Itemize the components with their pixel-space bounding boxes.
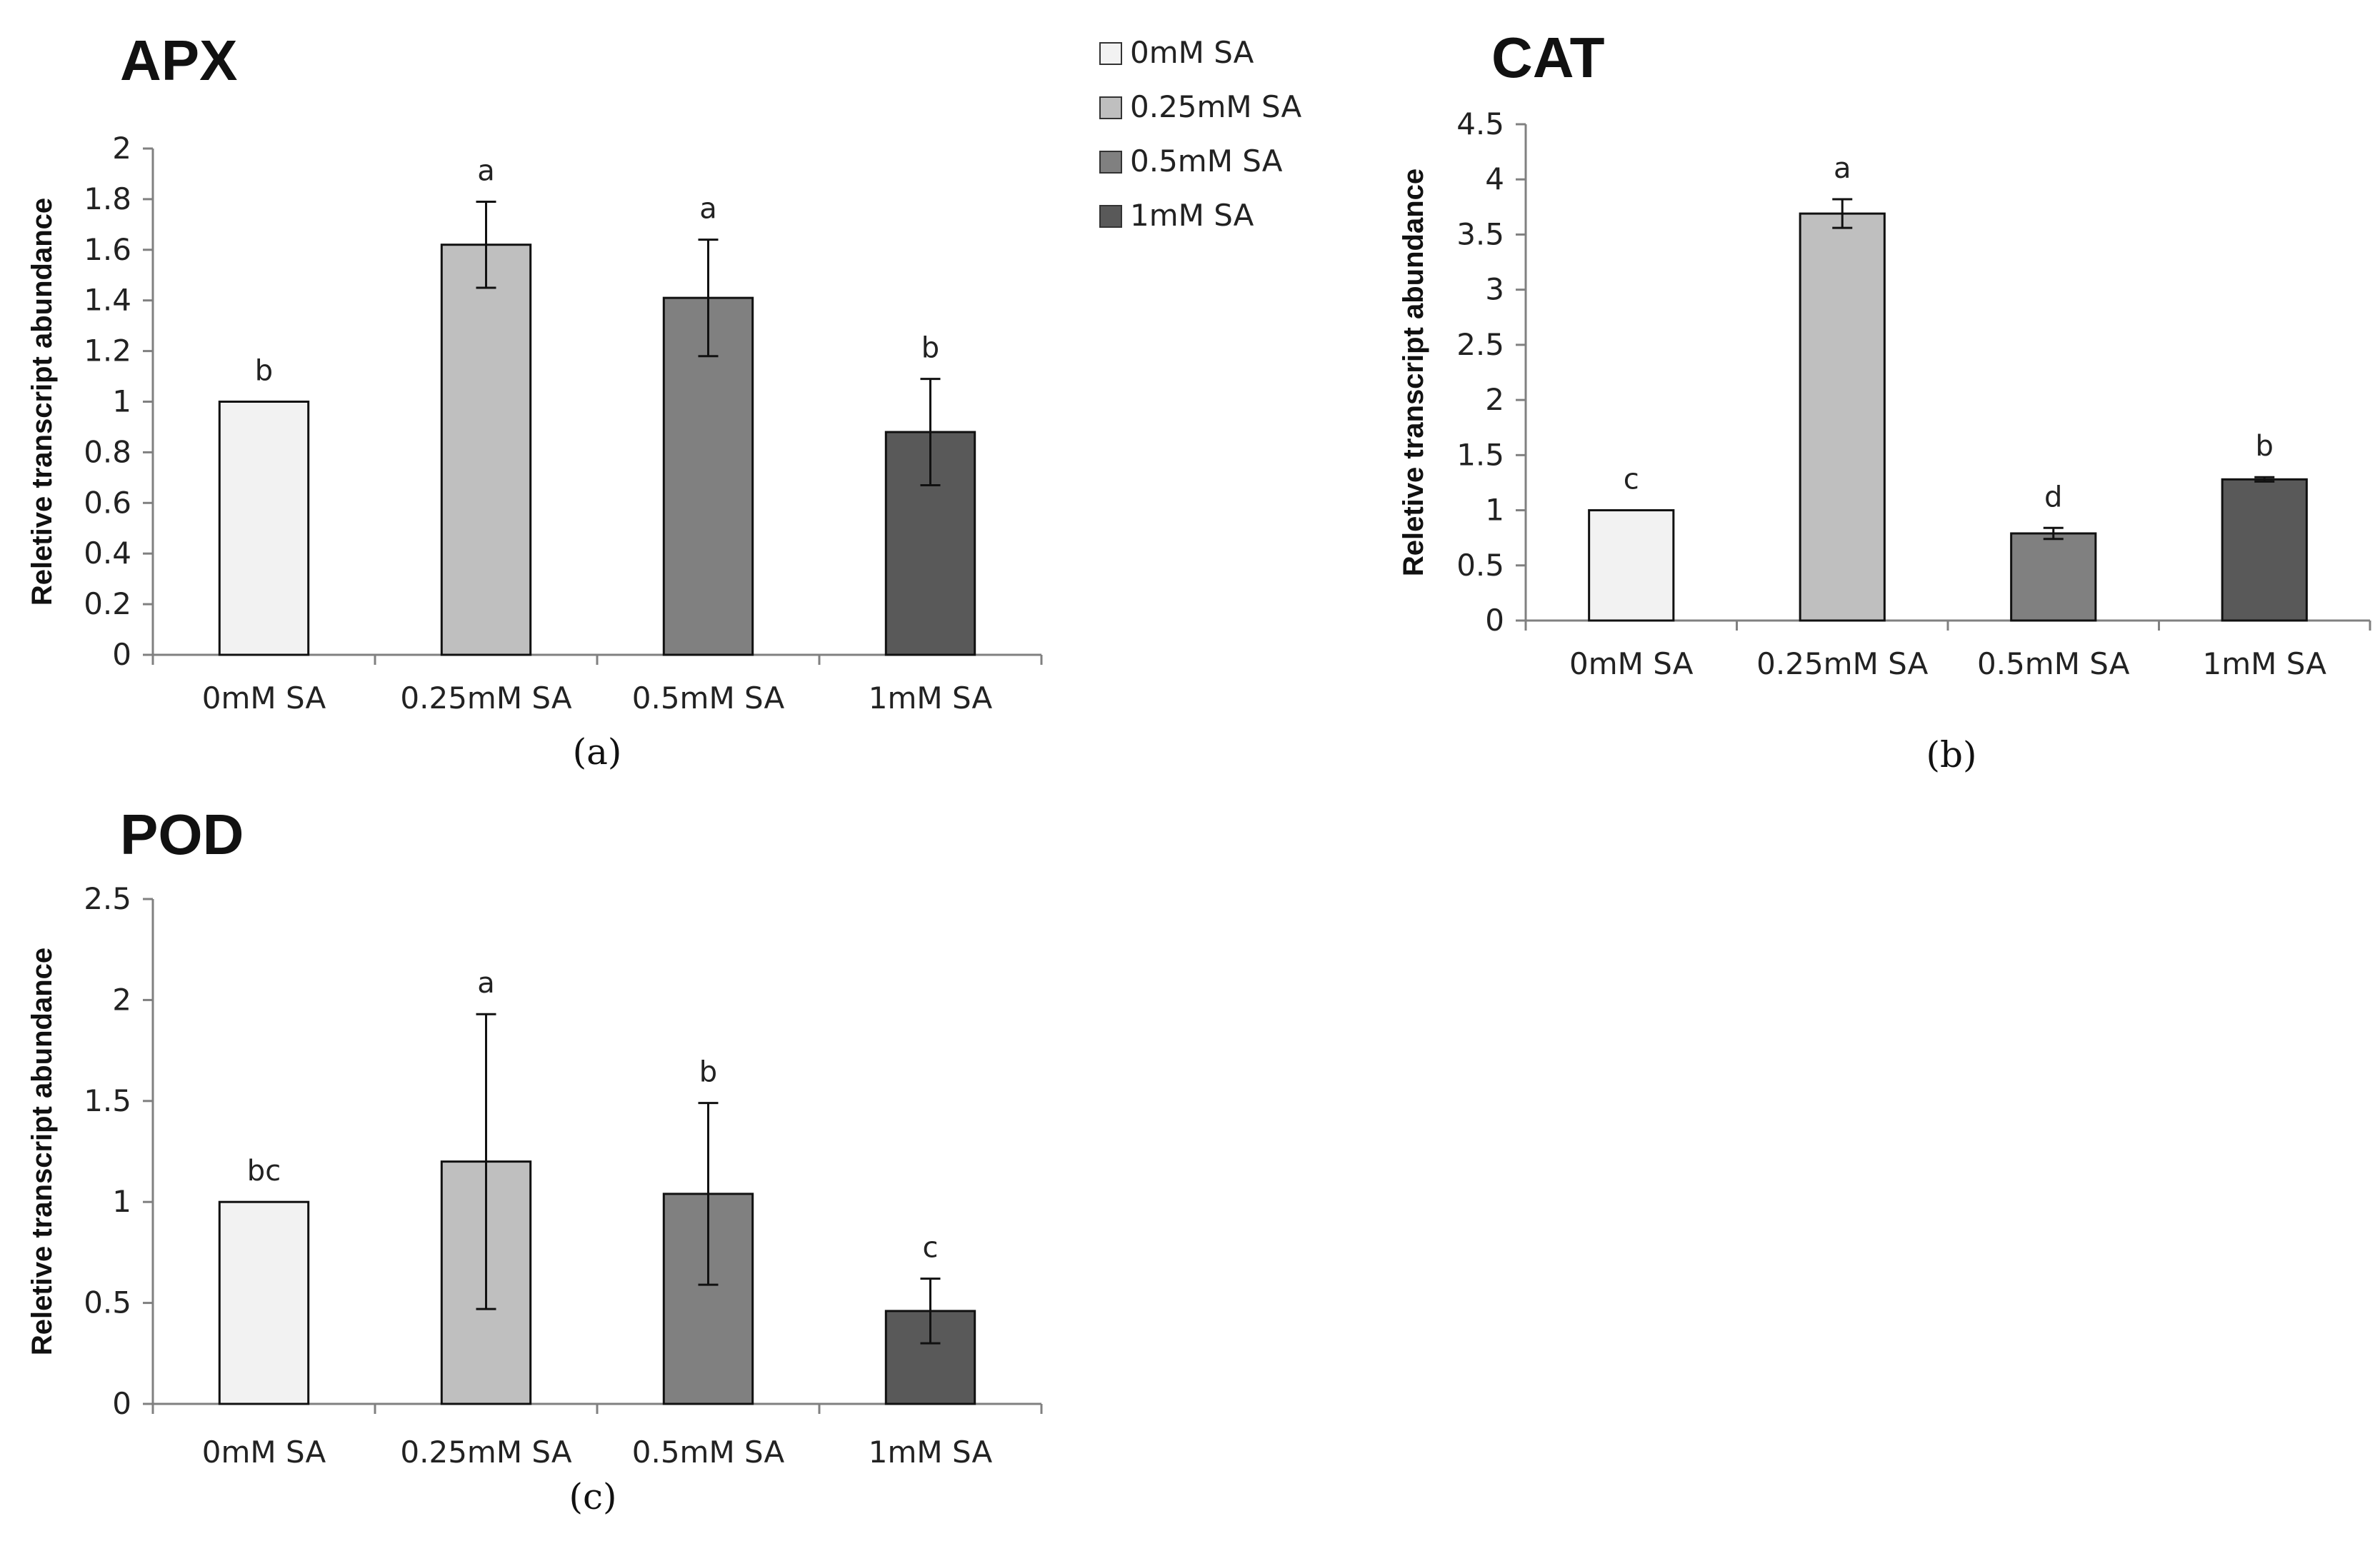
legend-label: 1mM SA [1130,198,1254,233]
y-tick-label: 3.5 [1456,216,1504,251]
y-tick-label: 1.5 [1456,437,1504,472]
y-tick-label: 0.2 [84,586,131,621]
legend: 0mM SA 0.25mM SA 0.5mM SA 1mM SA [1099,35,1301,233]
y-tick-label: 1 [112,1184,131,1219]
category-label: 0.25mM SA [400,1435,571,1470]
pod-chart: POD Reletive transcript abundance 0 0.5 1 1.5… [26,803,1043,1517]
y-tick-label: 3 [1485,272,1504,307]
legend-swatch [1099,42,1122,65]
y-tick-label: 2 [1485,382,1504,417]
significance-label: b [255,355,273,388]
bar [440,244,532,656]
y-tick-label: 0.6 [84,485,131,520]
chart-title: APX [120,29,238,92]
y-tick-label: 1 [112,384,131,419]
y-tick-label: 2.5 [84,881,131,916]
legend-swatch [1099,151,1122,174]
significance-label: b [2256,430,2274,463]
significance-label: a [477,967,495,1000]
y-tick-label: 4 [1485,161,1504,196]
bar [218,1200,310,1405]
cat-chart: CAT Reletive transcript abundance 0 0.5 1 1.5… [1398,26,2371,775]
y-tick-label: 1.4 [84,283,131,318]
bar [2010,532,2097,622]
category-label: 1mM SA [869,681,993,716]
category-label: 0.25mM SA [1756,646,1928,681]
significance-label: a [699,193,717,226]
category-label: 0mM SA [202,1435,326,1470]
apx-chart: APX Reletive transcript abundance 0 0.2 0.4 0… [26,29,1043,773]
bar [1799,212,1886,622]
y-axis-label: Reletive transcript abundance [26,198,58,606]
legend-label: 0.5mM SA [1130,144,1283,179]
category-label: 0mM SA [1569,646,1694,681]
y-tick-label: 1 [1485,493,1504,528]
legend-swatch [1099,96,1122,119]
y-tick-label: 0 [1485,603,1504,638]
legend-label: 0.25mM SA [1130,89,1301,124]
bar [2221,478,2308,622]
category-label: 0.25mM SA [400,681,571,716]
y-axis-label: Reletive transcript abundance [1398,169,1429,576]
legend-label: 0mM SA [1130,35,1254,70]
y-tick-label: 1.8 [84,181,131,216]
y-tick-label: 1.2 [84,333,131,368]
significance-label: a [1834,152,1851,185]
significance-label: c [923,1232,939,1265]
bar [1588,509,1675,622]
bar [218,401,310,656]
category-label: 0.5mM SA [1977,646,2130,681]
significance-label: bc [247,1155,281,1188]
y-tick-label: 1.6 [84,232,131,267]
y-tick-label: 2 [112,131,131,166]
chart-title: CAT [1491,26,1605,89]
bar [662,296,754,656]
y-tick-label: 0.4 [84,536,131,571]
significance-label: b [699,1056,717,1089]
panel-label: (b) [1926,734,1976,775]
legend-swatch [1099,205,1122,228]
y-tick-label: 0 [112,1386,131,1421]
y-tick-label: 1.5 [84,1083,131,1118]
y-tick-label: 0 [112,637,131,672]
y-tick-label: 0.5 [84,1285,131,1320]
y-tick-label: 0.8 [84,434,131,469]
significance-label: c [1624,463,1639,496]
category-label: 0mM SA [202,681,326,716]
chart-title: POD [120,803,244,866]
significance-label: b [921,332,939,365]
panel-label: (c) [569,1476,616,1517]
category-label: 1mM SA [869,1435,993,1470]
category-label: 0.5mM SA [632,1435,785,1470]
y-tick-label: 4.5 [1456,106,1504,141]
significance-label: a [477,154,495,187]
panel-label: (a) [573,731,622,773]
significance-label: d [2044,481,2062,513]
y-tick-label: 2.5 [1456,327,1504,362]
y-tick-label: 2 [112,982,131,1017]
y-axis-label: Reletive transcript abundance [26,948,58,1355]
category-label: 0.5mM SA [632,681,785,716]
category-label: 1mM SA [2203,646,2327,681]
y-tick-label: 0.5 [1456,548,1504,583]
